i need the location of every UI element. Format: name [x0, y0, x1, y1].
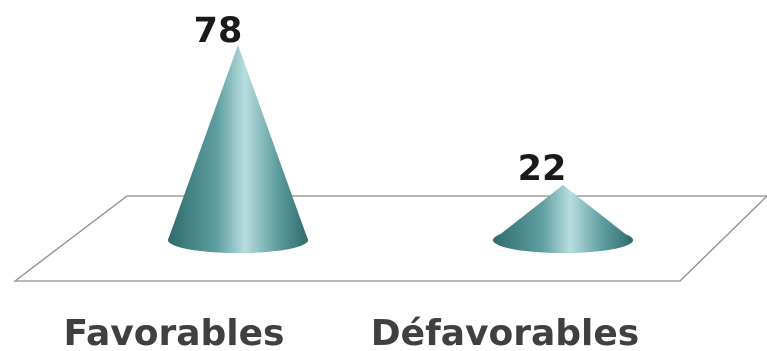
cone-body-defavorables — [493, 185, 633, 253]
data-label-favorables: 78 — [194, 11, 243, 51]
data-label-defavorables: 22 — [518, 149, 567, 189]
cone-body-favorables — [168, 45, 308, 253]
cone-defavorables — [493, 185, 633, 253]
cone-favorables — [168, 45, 308, 253]
chart-marks — [168, 45, 633, 253]
category-label-favorables: Favorables — [64, 313, 285, 351]
chart-floor — [13, 195, 767, 282]
category-label-defavorables: Défavorables — [371, 313, 639, 351]
